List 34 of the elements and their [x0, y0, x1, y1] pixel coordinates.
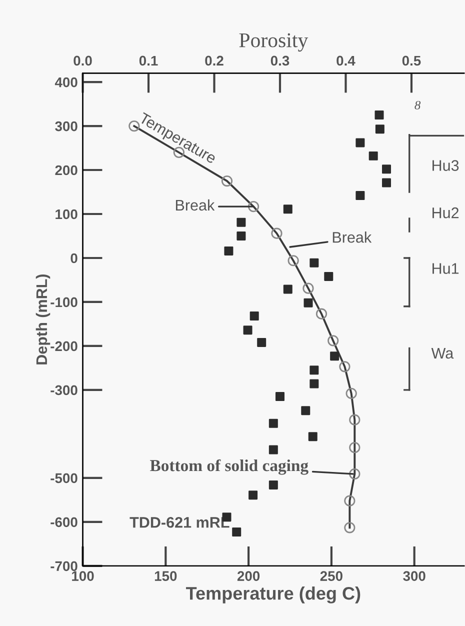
y-tick-label: -700: [50, 561, 78, 572]
y-axis-title: Depth (mRL): [36, 274, 50, 364]
x-axis-title: Temperature (deg C): [186, 586, 360, 604]
x2-axis-title: Porosity: [239, 33, 308, 52]
y-tick-label: 400: [54, 77, 78, 88]
y-tick-label: 100: [56, 209, 78, 220]
annotation: 8: [414, 100, 421, 110]
x-tick-label: 150: [154, 571, 177, 581]
x-tick-label: 250: [320, 571, 342, 581]
y-tick-label: -100: [50, 297, 78, 308]
annotation: Break: [332, 232, 372, 243]
annotation: Hu1: [432, 263, 459, 274]
x2-tick-label: 0.1: [139, 56, 158, 66]
x2-tick-label: 0.0: [74, 56, 92, 66]
y-tick-label: 300: [55, 121, 78, 132]
x-tick-label: 200: [237, 571, 260, 581]
y-tick-label: 200: [55, 165, 78, 176]
y-tick-label: -500: [50, 473, 78, 484]
y-tick-label: -600: [50, 517, 78, 528]
x-tick-label: 100: [72, 571, 94, 581]
x2-tick-label: 0.5: [402, 56, 421, 66]
annotation: Hu2: [432, 207, 459, 218]
annotation: TDD-621 mRL: [130, 516, 230, 528]
y-tick-label: -300: [50, 385, 78, 396]
annotation: Break: [176, 199, 215, 211]
x2-tick-label: 0.4: [336, 56, 356, 66]
x-tick-label: 300: [403, 571, 426, 581]
x2-tick-label: 0.2: [205, 56, 224, 66]
annotation: Hu3: [432, 160, 459, 171]
y-tick-label: -200: [50, 341, 78, 352]
y-tick-label: 0: [70, 253, 78, 264]
x2-tick-label: 0.3: [270, 56, 290, 66]
annotation: Bottom of solid caging: [150, 459, 308, 475]
annotation: Wa: [431, 348, 454, 359]
